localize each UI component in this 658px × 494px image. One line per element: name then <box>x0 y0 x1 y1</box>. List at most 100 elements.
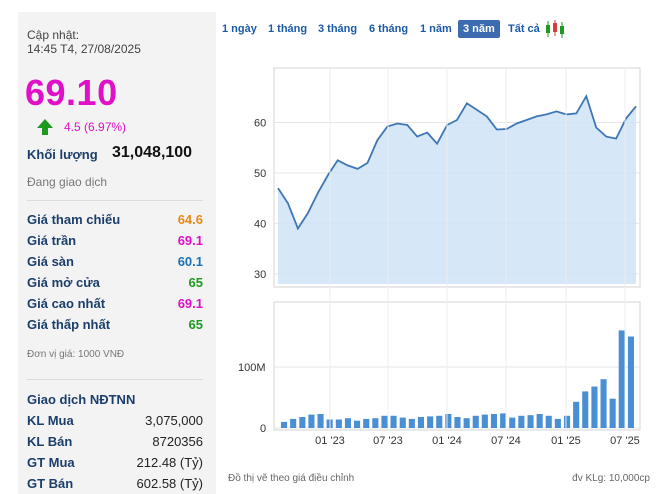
volume-bar <box>600 379 607 428</box>
price-row-floor: Giá sàn 60.1 <box>27 254 203 272</box>
volume-bar <box>573 401 580 428</box>
price-change: 4.5 (6.97%) <box>64 120 127 134</box>
price-row-label: Giá tham chiếu <box>27 212 121 227</box>
price-unit-note: Đơn vị giá: 1000 VNĐ <box>27 349 125 360</box>
volume-bar <box>618 330 625 428</box>
volume-bar <box>518 415 525 428</box>
price-tick-label: 30 <box>254 269 266 281</box>
tab-1-year[interactable]: 1 năm <box>420 23 452 35</box>
x-tick-label: 01 '23 <box>315 435 345 447</box>
volume-bar <box>390 415 397 428</box>
foreign-row-buy-value: GT Mua 212.48 (Tỷ) <box>27 455 203 473</box>
volume-bar <box>408 418 415 428</box>
price-row-low: Giá thấp nhất 65 <box>27 317 203 335</box>
volume-bar <box>445 414 452 428</box>
tab-1-day[interactable]: 1 ngày <box>222 23 257 35</box>
update-time: Cập nhật: 14:45 T4, 27/08/2025 <box>27 28 141 56</box>
period-tabs: 1 ngày 1 tháng 3 tháng 6 tháng 1 năm 3 n… <box>222 20 652 40</box>
volume-bar <box>436 415 443 428</box>
volume-bar <box>381 415 388 428</box>
x-tick-label: 07 '25 <box>610 435 640 447</box>
tab-all[interactable]: Tất cả <box>508 23 540 35</box>
volume-label: Khối lượng <box>27 147 98 162</box>
volume-bar <box>500 413 507 428</box>
trading-status: Đang giao dịch <box>27 175 108 189</box>
price-row-value: 69.1 <box>177 296 203 311</box>
update-timestamp: 14:45 T4, 27/08/2025 <box>27 42 141 56</box>
x-tick-label: 07 '23 <box>373 435 403 447</box>
price-line <box>277 93 637 231</box>
volume-bar <box>582 391 589 428</box>
volume-bar <box>399 417 406 428</box>
tab-1-month[interactable]: 1 tháng <box>268 23 308 35</box>
foreign-row-label: KL Mua <box>27 413 74 428</box>
price-row-ceiling: Giá trần 69.1 <box>27 233 203 251</box>
volume-bar <box>564 415 571 428</box>
foreign-trading-title: Giao dịch NĐTNN <box>27 392 136 407</box>
volume-bar <box>299 417 306 428</box>
price-row-label: Giá thấp nhất <box>27 317 111 332</box>
volume-tick-label: 0 <box>260 423 266 435</box>
volume-bar <box>427 416 434 428</box>
price-row-value: 64.6 <box>177 212 203 227</box>
foreign-row-value: 8720356 <box>152 434 203 449</box>
volume-value: 31,048,100 <box>112 144 193 161</box>
volume-unit-note: đv KLg: 10,000cp <box>572 473 650 484</box>
volume-bar <box>354 420 361 428</box>
price-row-label: Giá sàn <box>27 254 74 269</box>
divider <box>27 200 203 201</box>
price-row-value: 65 <box>188 317 203 332</box>
price-tick-label: 40 <box>254 218 266 230</box>
volume-bar <box>545 415 552 428</box>
tab-3-years[interactable]: 3 năm <box>458 20 500 38</box>
price-row-value: 65 <box>188 275 203 290</box>
volume-bar <box>454 417 461 428</box>
volume-bar <box>290 418 297 428</box>
volume-bar <box>417 417 424 428</box>
volume-bar <box>481 414 488 428</box>
x-tick-label: 01 '24 <box>432 435 462 447</box>
x-tick-label: 01 '25 <box>551 435 581 447</box>
foreign-row-label: KL Bán <box>27 434 73 449</box>
current-price: 69.10 <box>25 72 118 113</box>
price-row-label: Giá cao nhất <box>27 296 106 311</box>
volume-panel: 0 100M <box>238 301 641 435</box>
foreign-row-sell-volume: KL Bán 8720356 <box>27 434 203 452</box>
price-row-value: 60.1 <box>177 254 203 269</box>
volume-bar <box>609 398 616 428</box>
x-tick-label: 07 '24 <box>491 435 521 447</box>
price-tick-label: 60 <box>254 117 266 129</box>
price-row-reference: Giá tham chiếu 64.6 <box>27 212 203 230</box>
up-arrow-icon <box>37 119 53 135</box>
update-label: Cập nhật: <box>27 28 80 42</box>
price-row-value: 69.1 <box>177 233 203 248</box>
tab-3-months[interactable]: 3 tháng <box>318 23 358 35</box>
foreign-row-sell-value: GT Bán 602.58 (Tỷ) <box>27 476 203 494</box>
volume-bar <box>472 415 479 428</box>
divider <box>27 379 203 380</box>
foreign-row-label: GT Bán <box>27 476 74 491</box>
volume-bar <box>527 415 534 428</box>
price-tick-label: 50 <box>254 168 266 180</box>
price-panel: 30 40 50 60 <box>254 67 641 288</box>
stock-info-panel <box>18 12 216 494</box>
foreign-row-value: 602.58 (Tỷ) <box>136 476 203 491</box>
volume-bar <box>317 414 324 428</box>
volume-bar <box>308 414 315 428</box>
foreign-row-value: 212.48 (Tỷ) <box>136 455 203 470</box>
volume-bar <box>509 417 516 428</box>
tab-6-months[interactable]: 6 tháng <box>369 23 409 35</box>
foreign-row-label: GT Mua <box>27 455 75 470</box>
candlestick-chart-icon[interactable] <box>545 20 565 38</box>
volume-bar <box>536 414 543 428</box>
price-row-high: Giá cao nhất 69.1 <box>27 296 203 314</box>
volume-tick-label: 100M <box>238 362 266 374</box>
volume-bar <box>554 418 561 428</box>
volume-bar <box>344 418 351 428</box>
price-area <box>278 96 636 284</box>
volume-bar <box>281 421 288 428</box>
price-row-open: Giá mở cửa 65 <box>27 275 203 293</box>
price-row-label: Giá trần <box>27 233 77 248</box>
foreign-row-value: 3,075,000 <box>145 413 203 428</box>
